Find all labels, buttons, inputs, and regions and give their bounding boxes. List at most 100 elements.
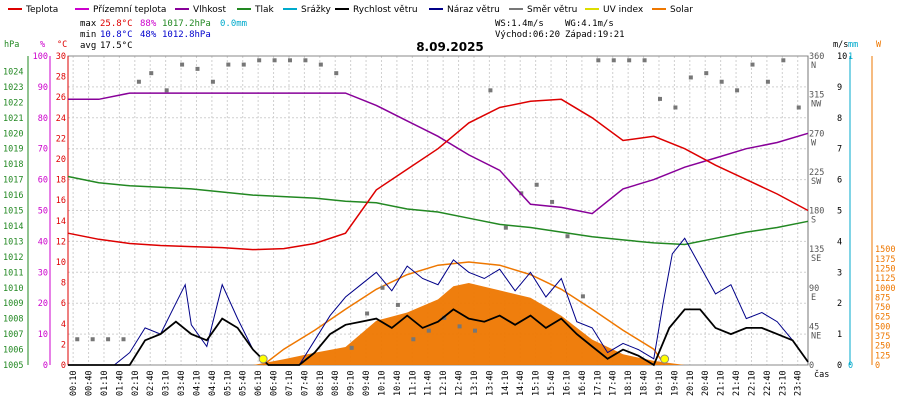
wind-dir-point [411,337,416,342]
wind-dir-point [796,105,801,110]
x-tick-label: 00:40 [85,370,95,396]
axis-dir-tick: 315 [809,91,824,101]
x-tick-label: 15:40 [547,370,557,396]
axis-pct-tick: 80 [38,114,48,124]
x-tick-label: 14:10 [501,370,511,396]
wind-dir-point [226,62,231,67]
x-tick-label: 11:40 [424,370,434,396]
wind-dir-point [272,58,277,63]
axis-hpa-tick: 1023 [3,83,23,93]
axis-dir-compass: NE [811,331,821,341]
x-tick-label: 10:10 [377,370,387,396]
axis-hpa-tick: 1022 [3,98,23,108]
axis-w-tick: 0 [875,361,880,371]
x-tick-label: 19:10 [655,370,665,396]
wind-dir-point [380,285,385,290]
wind-dir-point [719,79,724,84]
stat-avg-label: avg [80,41,96,51]
axis-w-tick: 375 [875,332,890,342]
axis-ms-tick: 6 [837,176,842,186]
axis-dir-compass: S [811,216,816,226]
wind-dir-point [704,71,709,76]
axis-hpa-tick: 1014 [3,222,23,232]
wind-dir-point [611,58,616,63]
x-tick-label: 07:40 [300,370,310,396]
axis-temp-tick: 10 [56,258,66,268]
axis-pct-tick: 90 [38,83,48,93]
pressure-line [67,175,809,246]
axis-hpa-tick: 1020 [3,129,23,139]
wind-dir-point [149,71,154,76]
axis-hpa-tick: 1008 [3,315,23,325]
x-tick-label: 14:40 [516,370,526,396]
wind-dir-point [627,58,632,63]
x-tick-label: 22:40 [763,370,773,396]
axis-temp-tick: 18 [56,176,66,186]
wind-dir-point [781,58,786,63]
axis-w-tick: 1000 [875,284,895,294]
axis-pct-tick: 40 [38,237,48,247]
wind-dir-point [503,225,508,230]
x-tick-label: 06:40 [270,370,280,396]
legend-label: UV index [603,5,644,15]
axis-dir-compass: NW [811,100,822,110]
axis-temp-tick: 12 [56,237,66,247]
x-tick-label: 20:10 [686,370,696,396]
axis-hpa-tick: 1005 [3,361,23,371]
x-tick-label: 07:10 [285,370,295,396]
x-tick-label: 12:10 [439,370,449,396]
wind-dir-point [195,66,200,71]
axis-hpa-tick: 1018 [3,160,23,170]
stat-min-hum: 48% [140,30,157,40]
x-tick-label: 05:40 [239,370,249,396]
axis-dir-compass: SW [811,177,822,187]
stat-max-press: 1017.2hPa [162,19,211,29]
axis-hpa-tick: 1021 [3,114,23,124]
wind-dir-point [457,324,462,329]
axis-mm-tick: 0 [848,361,853,371]
axis-pct-tick: 10 [38,330,48,340]
axis-hpa-tick: 1017 [3,176,23,186]
wind-dir-point [395,302,400,307]
wind-speed-line [68,308,809,367]
axis-w-tick: 1250 [875,264,895,274]
axis-pct-tick: 60 [38,176,48,186]
axis-temp-tick: 14 [56,217,66,227]
axis-temp-tick: 22 [56,134,66,144]
wind-dir-point [765,79,770,84]
axis-dir-tick: 270 [809,129,824,139]
legend-label: Přízemní teplota [93,5,166,15]
axis-hpa-tick: 1012 [3,253,23,263]
axis-temp-tick: 0 [61,361,66,371]
legend-label: Vlhkost [193,5,226,15]
axis-ms-tick: 4 [837,237,842,247]
axis-temp-tick: 30 [56,52,66,62]
axis-hpa-tick: 1006 [3,346,23,356]
axis-mm-unit: mm [848,40,858,50]
axis-dir-tick: 45 [809,322,819,332]
wind-dir-point [106,337,111,342]
axis-ms-tick: 2 [837,299,842,309]
axis-w-tick: 875 [875,293,890,303]
x-tick-label: 16:40 [578,370,588,396]
x-tick-label: 04:40 [208,370,218,396]
x-tick-label: 21:40 [732,370,742,396]
axis-dir-compass: SE [811,254,821,264]
axis-hpa-unit: hPa [4,40,19,50]
wind-dir-point [565,234,570,239]
axis-dir-tick: 180 [809,207,824,217]
axis-ms-tick: 5 [837,207,842,217]
wind-gust-line [68,237,809,366]
x-tick-label: 03:10 [162,370,172,396]
axis-w-tick: 750 [875,303,890,313]
axis-ms-tick: 3 [837,268,842,278]
stats-panel: max 25.8°C 88% 1017.2hPa 0.0mm min 10.8°… [80,19,625,51]
legend-label: Směr větru [527,5,577,15]
axis-temp-tick: 16 [56,196,66,206]
wind-dir-point [257,58,262,63]
axis-w-tick: 250 [875,342,890,352]
stat-min-press: 1012.8hPa [162,30,211,40]
axis-dir-tick: 225 [809,168,824,178]
